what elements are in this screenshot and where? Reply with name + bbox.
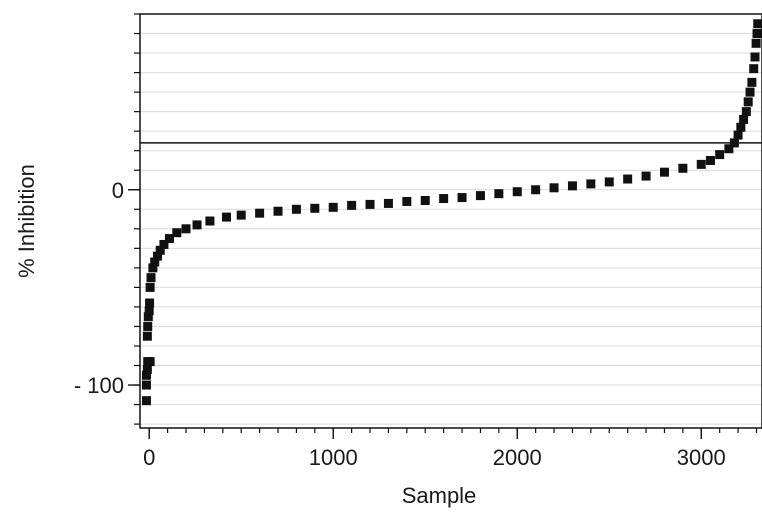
- data-point: [402, 196, 412, 206]
- data-point: [145, 282, 155, 292]
- data-point: [747, 77, 757, 87]
- x-tick-label: 3000: [677, 445, 726, 470]
- data-point: [715, 150, 725, 160]
- data-point: [273, 206, 283, 216]
- data-point: [749, 64, 759, 74]
- data-point: [148, 263, 158, 273]
- data-point: [291, 204, 301, 214]
- data-point: [494, 189, 504, 199]
- y-tick-label: - 100: [74, 373, 124, 398]
- data-point: [420, 195, 430, 205]
- data-point: [750, 52, 760, 62]
- data-point: [586, 179, 596, 189]
- data-point: [255, 208, 265, 218]
- data-point: [751, 38, 761, 48]
- data-point: [705, 155, 715, 165]
- data-point: [365, 199, 375, 209]
- data-point: [729, 138, 739, 148]
- data-point: [141, 380, 151, 390]
- data-point: [143, 312, 153, 322]
- data-point: [549, 183, 559, 193]
- data-point: [512, 187, 522, 197]
- major-ticks: [128, 189, 702, 439]
- data-point: [192, 220, 202, 230]
- data-point: [753, 19, 762, 29]
- data-points: [141, 19, 762, 406]
- data-point: [328, 202, 338, 212]
- data-point: [641, 171, 651, 181]
- x-axis-title: Sample: [402, 483, 477, 508]
- data-point: [145, 298, 155, 308]
- data-point: [604, 177, 614, 187]
- x-tick-label: 0: [143, 445, 155, 470]
- data-point: [743, 97, 753, 107]
- tick-labels: 0 - 100 0 1000 2000 3000: [74, 178, 726, 470]
- data-point: [739, 114, 749, 124]
- data-point: [236, 210, 246, 220]
- data-point: [146, 273, 156, 283]
- data-point: [623, 174, 633, 184]
- x-tick-label: 2000: [493, 445, 542, 470]
- y-tick-label: 0: [112, 178, 124, 203]
- plot-frame: [139, 13, 762, 429]
- data-point: [659, 167, 669, 177]
- data-point: [145, 357, 155, 367]
- data-point: [159, 239, 169, 249]
- data-point: [164, 234, 174, 244]
- x-tick-label: 1000: [309, 445, 358, 470]
- data-point: [143, 321, 153, 331]
- data-point: [745, 87, 755, 97]
- data-point: [144, 306, 154, 316]
- minor-ticks: [134, 13, 758, 433]
- data-point: [152, 251, 162, 261]
- grid-lines: [140, 33, 762, 425]
- data-point: [310, 203, 320, 213]
- data-point: [347, 200, 357, 210]
- data-point: [142, 364, 152, 374]
- data-point: [475, 191, 485, 201]
- data-point: [141, 396, 151, 406]
- data-point: [141, 370, 151, 380]
- data-point: [155, 245, 165, 255]
- data-point: [678, 163, 688, 173]
- data-point: [752, 29, 762, 39]
- data-point: [696, 159, 706, 169]
- data-point: [172, 228, 182, 238]
- data-point: [383, 198, 393, 208]
- data-point: [205, 216, 215, 226]
- data-point: [439, 194, 449, 204]
- data-point: [181, 224, 191, 234]
- data-point: [724, 144, 734, 154]
- data-point: [457, 193, 467, 203]
- data-point: [221, 212, 231, 222]
- data-point: [531, 185, 541, 195]
- y-axis-title: % Inhibition: [14, 164, 39, 278]
- data-point: [150, 257, 160, 267]
- data-point: [733, 130, 743, 140]
- data-point: [567, 181, 577, 191]
- data-point: [142, 331, 152, 341]
- data-point: [741, 107, 751, 117]
- data-point: [736, 122, 746, 132]
